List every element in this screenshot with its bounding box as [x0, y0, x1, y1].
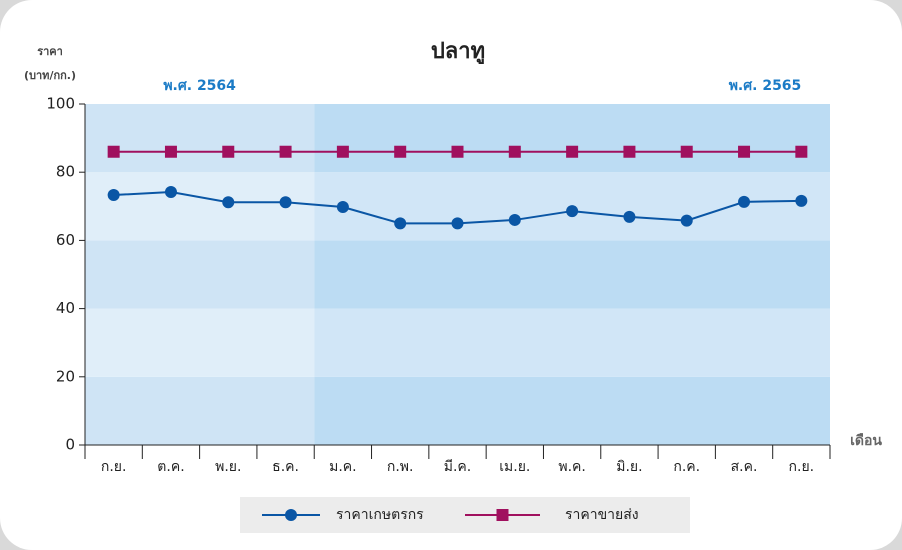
marker [738, 195, 751, 208]
legend-marker [496, 509, 509, 521]
x-tick-label: ส.ค. [731, 459, 758, 475]
marker [623, 145, 636, 158]
marker [222, 196, 235, 209]
marker [738, 145, 751, 158]
legend-label: ราคาขายส่ง [565, 507, 639, 523]
y-axis-label: (บาท/กก.) [24, 69, 76, 82]
plot-band [85, 376, 315, 445]
y-tick-label: 20 [56, 367, 75, 385]
marker [394, 145, 407, 158]
x-tick-label: ก.ย. [789, 459, 815, 475]
marker [107, 145, 120, 158]
x-tick-label: พ.ค. [558, 459, 586, 475]
marker [394, 217, 407, 230]
x-axis-label: เดือน [850, 433, 882, 449]
marker [508, 213, 521, 226]
x-tick-label: ต.ค. [157, 459, 184, 475]
legend-label: ราคาเกษตรกร [336, 507, 424, 523]
x-tick-label: ม.ค. [329, 459, 357, 475]
marker [451, 217, 464, 230]
marker [279, 196, 292, 209]
marker [566, 145, 579, 158]
x-tick-label: ก.ค. [673, 459, 700, 475]
annotation: พ.ศ. 2565 [729, 78, 802, 94]
x-tick-label: เม.ย. [499, 459, 530, 475]
y-axis-label: ราคา [37, 45, 63, 58]
legend-marker [285, 509, 297, 521]
marker [107, 189, 120, 202]
x-tick-label: ก.ย. [101, 459, 127, 475]
plot-band [85, 308, 315, 377]
plot-band [85, 104, 315, 173]
marker [336, 145, 349, 158]
marker [164, 145, 177, 158]
marker [222, 145, 235, 158]
x-tick-label: มิ.ย. [616, 459, 642, 475]
x-tick-label: พ.ย. [215, 459, 241, 475]
annotation: พ.ศ. 2564 [163, 78, 236, 94]
marker [451, 145, 464, 158]
plot-band [314, 308, 830, 377]
marker [566, 205, 579, 218]
marker [795, 194, 808, 207]
marker [680, 145, 693, 158]
y-tick-label: 80 [56, 163, 75, 181]
plot-band [85, 172, 315, 241]
marker [680, 214, 693, 227]
x-tick-label: ธ.ค. [272, 459, 299, 475]
y-tick-label: 60 [56, 231, 75, 249]
y-tick-label: 0 [65, 436, 75, 454]
marker [795, 145, 808, 158]
y-tick-label: 100 [46, 95, 75, 113]
plot-band [314, 104, 830, 173]
plot-band [314, 240, 830, 309]
marker [336, 200, 349, 213]
y-tick-label: 40 [56, 299, 75, 317]
chart-title: ปลาทู [431, 39, 485, 65]
x-tick-label: ก.พ. [387, 459, 414, 475]
x-tick-label: มี.ค. [444, 459, 472, 475]
marker [508, 145, 521, 158]
plot-band [85, 240, 315, 309]
plot-band [314, 376, 830, 445]
marker [279, 145, 292, 158]
marker [164, 185, 177, 198]
marker [623, 210, 636, 223]
